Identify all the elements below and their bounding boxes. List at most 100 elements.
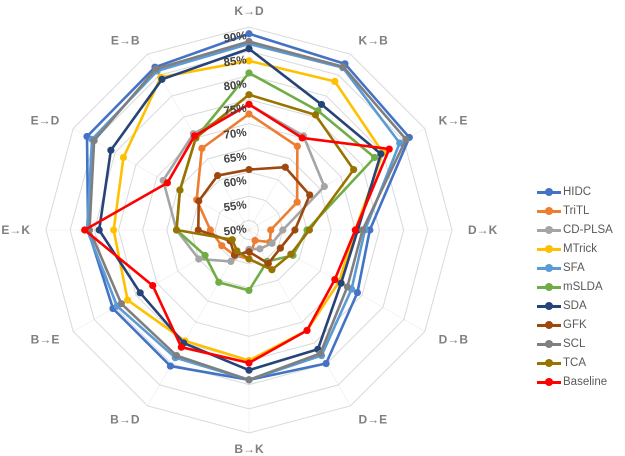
data-point <box>311 111 320 119</box>
series-tca <box>172 91 358 274</box>
tick-label: 70% <box>223 127 247 142</box>
tick-label: 85% <box>223 54 247 69</box>
tick-label: 90% <box>223 30 247 45</box>
legend-item: SFA <box>537 258 613 277</box>
legend-label: SDA <box>563 299 587 312</box>
data-point <box>245 69 253 77</box>
data-point <box>245 91 253 99</box>
legend-label: CD-PLSA <box>563 223 613 236</box>
data-point <box>276 244 284 252</box>
data-point <box>166 362 175 370</box>
data-point <box>251 236 259 245</box>
data-point <box>268 239 276 247</box>
series-group <box>81 30 413 384</box>
data-point <box>172 226 181 234</box>
tick-label: 80% <box>223 78 247 93</box>
data-point <box>245 100 253 108</box>
axis-label: B→K <box>234 442 264 456</box>
data-point <box>331 275 339 284</box>
legend-item: mSLDA <box>537 277 613 296</box>
data-point <box>337 279 345 287</box>
data-point <box>287 250 295 258</box>
data-point <box>358 226 367 234</box>
axis-label: B→D <box>110 413 140 427</box>
legend-marker-icon <box>537 301 561 311</box>
data-point <box>343 283 351 291</box>
legend-item: SDA <box>537 296 613 315</box>
data-point <box>194 226 202 234</box>
data-point <box>402 135 410 143</box>
legend-item: TriTL <box>537 201 613 220</box>
data-point <box>293 142 301 150</box>
data-point <box>117 300 125 308</box>
axis-label: E→B <box>111 33 140 47</box>
tick-label: 75% <box>223 103 247 118</box>
data-point <box>195 197 203 205</box>
data-point <box>201 251 209 259</box>
data-point <box>215 278 223 286</box>
data-point <box>198 144 206 152</box>
data-point <box>110 226 118 234</box>
legend-marker-icon <box>537 339 561 349</box>
data-point <box>172 351 181 360</box>
data-point <box>303 326 311 335</box>
data-point <box>322 359 330 368</box>
data-point <box>158 75 166 83</box>
legend-marker-icon <box>537 282 561 292</box>
data-point <box>245 37 253 46</box>
spoke-line <box>147 54 250 231</box>
data-point <box>298 134 306 142</box>
axis-label: D→E <box>359 413 388 427</box>
legend-item: Baseline <box>537 372 613 391</box>
data-point <box>245 255 253 263</box>
legend-marker-icon <box>537 187 561 197</box>
data-point <box>245 110 253 118</box>
data-point <box>306 191 314 199</box>
data-point <box>245 57 253 65</box>
data-point <box>245 30 253 38</box>
axis-labels: K→D K→B K→E D→K D→B D→E B→K B→D B→E E→K E→D E→B <box>1 4 497 456</box>
data-point <box>218 242 226 250</box>
data-point <box>320 182 328 191</box>
data-point <box>81 226 89 234</box>
axis-label: E→D <box>31 114 60 128</box>
legend-item: CD-PLSA <box>537 220 613 239</box>
axis-label: K→B <box>359 33 389 47</box>
series-baseline <box>81 100 393 367</box>
legend-label: TCA <box>563 356 586 369</box>
legend-marker-icon <box>537 358 561 368</box>
legend: HIDC TriTL CD-PLSA MTrick SFA mSLDA SDA GFK SCL T… <box>537 182 613 391</box>
legend-item: TCA <box>537 353 613 372</box>
data-point <box>227 257 235 265</box>
tick-label: 50% <box>223 223 247 238</box>
axis-label: B→E <box>31 333 60 347</box>
data-point <box>195 255 203 263</box>
data-point <box>228 236 236 244</box>
data-point <box>267 226 275 234</box>
data-point <box>264 259 272 268</box>
data-point <box>245 248 253 256</box>
data-point <box>281 163 289 171</box>
legend-label: HIDC <box>563 185 592 198</box>
data-point <box>245 376 253 384</box>
data-point <box>291 226 299 234</box>
data-point <box>331 77 339 86</box>
series-gfk <box>194 163 314 268</box>
data-point <box>245 286 253 295</box>
legend-item: SCL <box>537 334 613 353</box>
data-point <box>279 226 287 234</box>
data-point <box>256 245 264 253</box>
tick-label: 60% <box>223 175 247 190</box>
axis-label: K→E <box>439 114 468 128</box>
data-point <box>136 289 144 297</box>
data-point <box>90 136 98 145</box>
data-point <box>233 247 241 255</box>
legend-item: HIDC <box>537 182 613 201</box>
data-point <box>377 150 385 158</box>
tick-label: 55% <box>223 199 247 214</box>
data-point <box>351 226 359 234</box>
legend-label: TriTL <box>563 204 590 217</box>
spoke-line <box>248 128 425 231</box>
data-point <box>119 153 128 162</box>
